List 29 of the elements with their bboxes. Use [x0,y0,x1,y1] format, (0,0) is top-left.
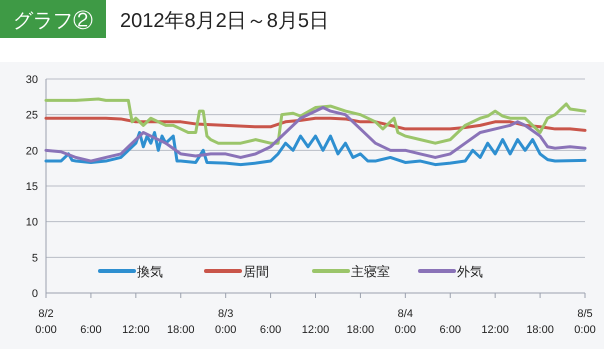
x-tick-label: 12:00 [122,324,150,336]
x-tick-label: 8/5 0:00 [574,308,596,336]
y-tick-label: 15 [26,181,38,193]
line-series [44,131,586,166]
legend-label: 換気 [137,265,163,280]
x-tick-label: 8/4 0:00 [394,308,416,336]
legend-label: 外気 [457,265,483,280]
x-tick-label: 18:00 [526,324,554,336]
chart-subtitle: 2012年8月2日～8月5日 [120,10,329,32]
line-series [44,106,586,163]
line-series [44,97,586,145]
x-tick-label: 12:00 [302,324,330,336]
x-tick-label: 6:00 [80,324,102,336]
y-tick-label: 20 [26,145,38,158]
y-tick-label: 5 [32,252,38,264]
legend-label: 居間 [243,265,269,280]
y-tick-label: 25 [26,110,38,122]
y-tick-label: 30 [26,74,38,86]
x-tick-label: 18:00 [346,324,374,336]
y-tick-label: 10 [26,216,38,229]
x-tick-label: 8/3 0:00 [214,308,236,336]
x-tick-label: 6:00 [440,324,461,336]
x-tick-label: 6:00 [260,324,282,336]
x-tick-label: 8/2 0:00 [35,308,57,336]
y-tick-label: 0 [32,288,38,300]
legend-label: 主寝室 [351,264,390,280]
chart-title: グラフ② [13,10,93,32]
x-tick-label: 12:00 [481,324,509,336]
x-tick-label: 18:00 [166,324,195,336]
